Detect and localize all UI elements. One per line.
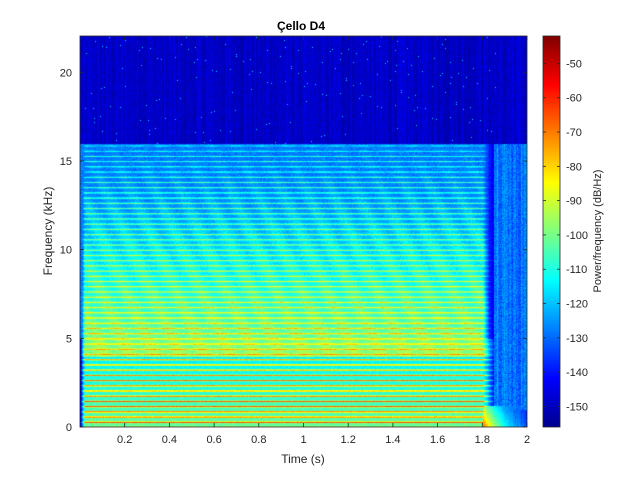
x-axis: 0.2 0.4 0.6 0.8 1 1.2 1.4 1.6 1.8 2	[117, 36, 530, 446]
x-tick-label: 2	[524, 434, 530, 446]
y-tick-label: 15	[60, 156, 72, 168]
y-tick-label: 10	[60, 245, 72, 257]
y-axis-label: Frequency (kHz)	[41, 187, 55, 276]
x-tick-label: 1.2	[341, 434, 356, 446]
plot-area	[79, 35, 528, 428]
y-tick-label: 0	[66, 422, 72, 434]
colorbar-tick-label: -50	[566, 58, 582, 70]
colorbar: -50-60-70-80-90-100-110-120-130-140-150 …	[542, 35, 604, 428]
colorbar-tick-label: -80	[566, 161, 582, 173]
x-tick-label: 0.2	[117, 434, 132, 446]
colorbar-label: Power/frequency (dB/Hz)	[592, 170, 604, 293]
colorbar-tick-label: -70	[566, 127, 582, 139]
x-tick-label: 1	[300, 434, 306, 446]
x-tick-label: 1.6	[430, 434, 445, 446]
colorbar-tick-label: -90	[566, 196, 582, 208]
x-tick-label: 0.6	[206, 434, 221, 446]
chart-title: Çello D4	[277, 19, 325, 33]
colorbar-ticks: -50 -60 -70 -80 -90 -100 -110 -120 -130 -140 -150	[543, 58, 588, 413]
y-tick-label: 5	[66, 333, 72, 345]
colorbar-frame	[542, 35, 561, 428]
x-tick-label: 1.4	[385, 434, 400, 446]
colorbar-tick-label: -100	[566, 230, 588, 242]
x-tick-label: 0.4	[162, 434, 177, 446]
x-tick-label: 1.8	[475, 434, 490, 446]
x-axis-label: Time (s)	[281, 452, 325, 466]
colorbar-gradient	[543, 36, 560, 427]
colorbar-tick-label: -120	[566, 299, 588, 311]
colorbar-tick-label: -60	[566, 93, 582, 105]
colorbar-tick-label: -110	[566, 264, 587, 276]
y-axis: 0 5 10 15 20	[60, 67, 527, 434]
colorbar-tick-label: -140	[566, 367, 588, 379]
spectrogram-image	[80, 36, 527, 427]
colorbar-tick-label: -130	[566, 333, 588, 345]
x-tick-label: 0.8	[251, 434, 266, 446]
colorbar-tick-label: -150	[566, 401, 588, 413]
y-tick-label: 20	[60, 67, 72, 79]
